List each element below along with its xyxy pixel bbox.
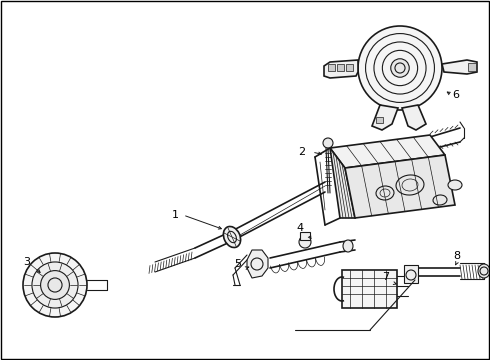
Text: 3: 3 xyxy=(24,257,30,267)
Bar xyxy=(376,117,383,123)
Circle shape xyxy=(358,26,442,110)
Text: 8: 8 xyxy=(453,251,461,261)
Bar xyxy=(468,63,476,71)
Polygon shape xyxy=(345,155,455,218)
Text: 6: 6 xyxy=(452,90,460,100)
Ellipse shape xyxy=(223,226,241,248)
Polygon shape xyxy=(402,105,426,130)
Bar xyxy=(404,265,418,283)
Polygon shape xyxy=(330,135,445,168)
Text: 2: 2 xyxy=(298,147,306,157)
Bar xyxy=(337,64,344,71)
Ellipse shape xyxy=(343,240,353,252)
Bar xyxy=(300,232,310,240)
Ellipse shape xyxy=(478,264,490,278)
Circle shape xyxy=(41,271,70,300)
Polygon shape xyxy=(247,250,268,278)
Polygon shape xyxy=(442,60,477,74)
Polygon shape xyxy=(330,148,355,218)
Circle shape xyxy=(323,138,333,148)
Ellipse shape xyxy=(448,180,462,190)
Text: 4: 4 xyxy=(296,223,304,233)
Text: 1: 1 xyxy=(172,210,178,220)
Bar xyxy=(342,270,397,308)
Circle shape xyxy=(299,236,311,248)
Text: 5: 5 xyxy=(235,259,242,269)
Circle shape xyxy=(32,262,78,308)
Bar xyxy=(346,64,353,71)
Circle shape xyxy=(23,253,87,317)
Circle shape xyxy=(391,59,409,77)
Text: 7: 7 xyxy=(382,272,390,282)
Polygon shape xyxy=(324,60,358,78)
Bar xyxy=(328,64,335,71)
Polygon shape xyxy=(372,105,398,130)
